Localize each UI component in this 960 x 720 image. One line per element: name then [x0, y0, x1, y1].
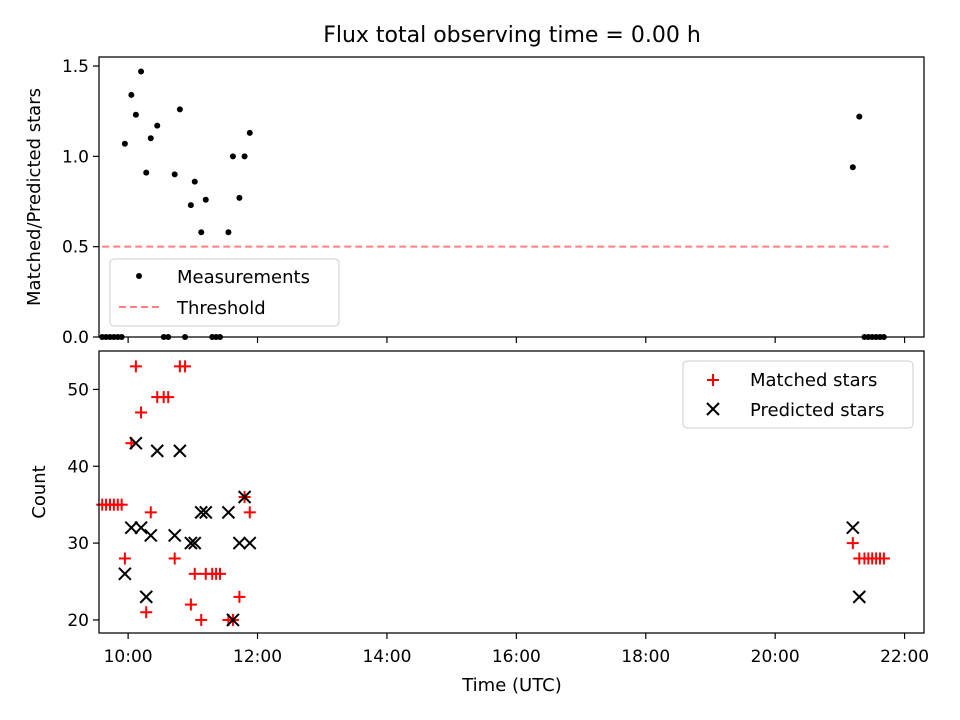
measurement-point [154, 122, 161, 129]
predicted-star-point [221, 505, 236, 520]
bottom-y-axis-label: Count [29, 465, 50, 518]
x-tick-label: 22:00 [880, 647, 929, 667]
predicted-star-point [150, 444, 164, 458]
predicted-star-point [852, 590, 867, 604]
predicted-star-point [139, 590, 153, 604]
matched-star-point [214, 567, 226, 580]
top-y-tick-label: 1.5 [62, 57, 89, 77]
matched-star-point [129, 360, 142, 373]
matched-star-point [188, 567, 201, 580]
predicted-star-point [237, 490, 252, 504]
matched-star-point [179, 360, 192, 373]
top-legend: Measurements Threshold [109, 258, 340, 327]
matched-star-point [144, 506, 157, 519]
measurement-point [138, 68, 145, 75]
measurement-point [236, 194, 243, 201]
top-y-tick-label: 0.0 [62, 328, 89, 348]
matched-star-point [135, 406, 148, 419]
x-tick-label: 16:00 [492, 647, 541, 667]
predicted-star-point [129, 436, 143, 450]
measurement-point [147, 135, 154, 142]
measurement-point [171, 171, 178, 178]
matched-star-point [877, 552, 890, 565]
measurement-point [241, 153, 248, 160]
top-legend-box [109, 258, 340, 327]
matched-star-point [168, 552, 181, 565]
measurement-point [121, 140, 128, 147]
matched-star-point [184, 598, 197, 611]
bottom-y-tick-label: 50 [67, 380, 89, 400]
matched-star-point [195, 613, 208, 626]
measurement-point [176, 106, 183, 113]
measurement-point [187, 202, 194, 209]
measurement-point [246, 129, 253, 136]
top-axes-frame [98, 56, 925, 338]
matched-star-point [846, 537, 859, 550]
predicted-star-point [232, 536, 247, 550]
predicted-star-point [124, 521, 139, 535]
bottom-panel: 20 30 40 50 10:00 12:00 14:00 16:00 18:00 20:00 22… [29, 350, 929, 696]
legend-predicted-label: Predicted stars [750, 400, 884, 421]
matched-star-point [118, 552, 131, 565]
measurement-point [856, 113, 863, 120]
legend-threshold-label: Threshold [176, 298, 266, 319]
predicted-star-point [134, 521, 148, 535]
matched-star-point [140, 606, 153, 619]
predicted-star-point [194, 505, 208, 520]
x-tick-label: 10:00 [104, 647, 153, 667]
measurement-point [191, 178, 198, 185]
bottom-ticks: 20 30 40 50 10:00 12:00 14:00 16:00 18:00 20:00 22… [67, 380, 929, 667]
bottom-y-tick-label: 30 [67, 534, 89, 554]
measurement-point [225, 229, 232, 236]
bottom-axes-frame [98, 350, 925, 634]
bottom-legend: Matched stars Predicted stars [682, 360, 914, 429]
predicted-star-point [184, 536, 198, 550]
measurement-point [128, 91, 135, 98]
measurement-point [198, 229, 205, 236]
predicted-star-point [167, 528, 182, 543]
measurement-point [143, 169, 150, 176]
legend-matched-label: Matched stars [750, 370, 877, 391]
predicted-star-point [144, 528, 158, 543]
top-y-tick-label: 0.5 [62, 238, 89, 258]
top-ticks: 0.0 0.5 1.0 1.5 [62, 57, 906, 348]
x-tick-label: 20:00 [751, 647, 800, 667]
predicted-star-point [846, 521, 860, 535]
predicted-star-point [226, 613, 240, 627]
x-tick-label: 18:00 [621, 647, 670, 667]
matched-star-point [243, 506, 256, 519]
x-tick-label: 12:00 [233, 647, 282, 667]
legend-measurements-label: Measurements [177, 267, 310, 288]
matched-star-point [115, 498, 128, 511]
matched-star-point [162, 391, 175, 404]
legend-matched-marker [707, 374, 719, 386]
predicted-star-point [188, 536, 202, 550]
measurement-point [132, 111, 139, 118]
top-y-tick-label: 1.0 [62, 147, 89, 167]
bottom-y-tick-label: 20 [67, 611, 89, 631]
bottom-plot-area [96, 360, 890, 627]
predicted-star-point [118, 567, 132, 581]
bottom-y-tick-label: 40 [67, 457, 89, 477]
x-axis-label: Time (UTC) [461, 675, 562, 696]
top-y-axis-label: Matched/Predicted stars [24, 88, 45, 306]
x-tick-label: 14:00 [362, 647, 411, 667]
measurement-point [202, 196, 209, 203]
predicted-star-point [243, 536, 257, 550]
matched-star-point [233, 590, 246, 603]
predicted-star-point [173, 444, 187, 458]
top-panel: 0.0 0.5 1.0 1.5 Matched/Predicted stars Mea… [24, 56, 925, 348]
legend-measurements-marker [136, 273, 142, 279]
bottom-legend-box [682, 360, 914, 429]
chart-title: Flux total observing time = 0.00 h [323, 23, 701, 48]
measurement-point [229, 153, 236, 160]
predicted-star-point [199, 505, 213, 520]
legend-predicted-marker [706, 402, 720, 416]
measurement-point [849, 164, 856, 171]
